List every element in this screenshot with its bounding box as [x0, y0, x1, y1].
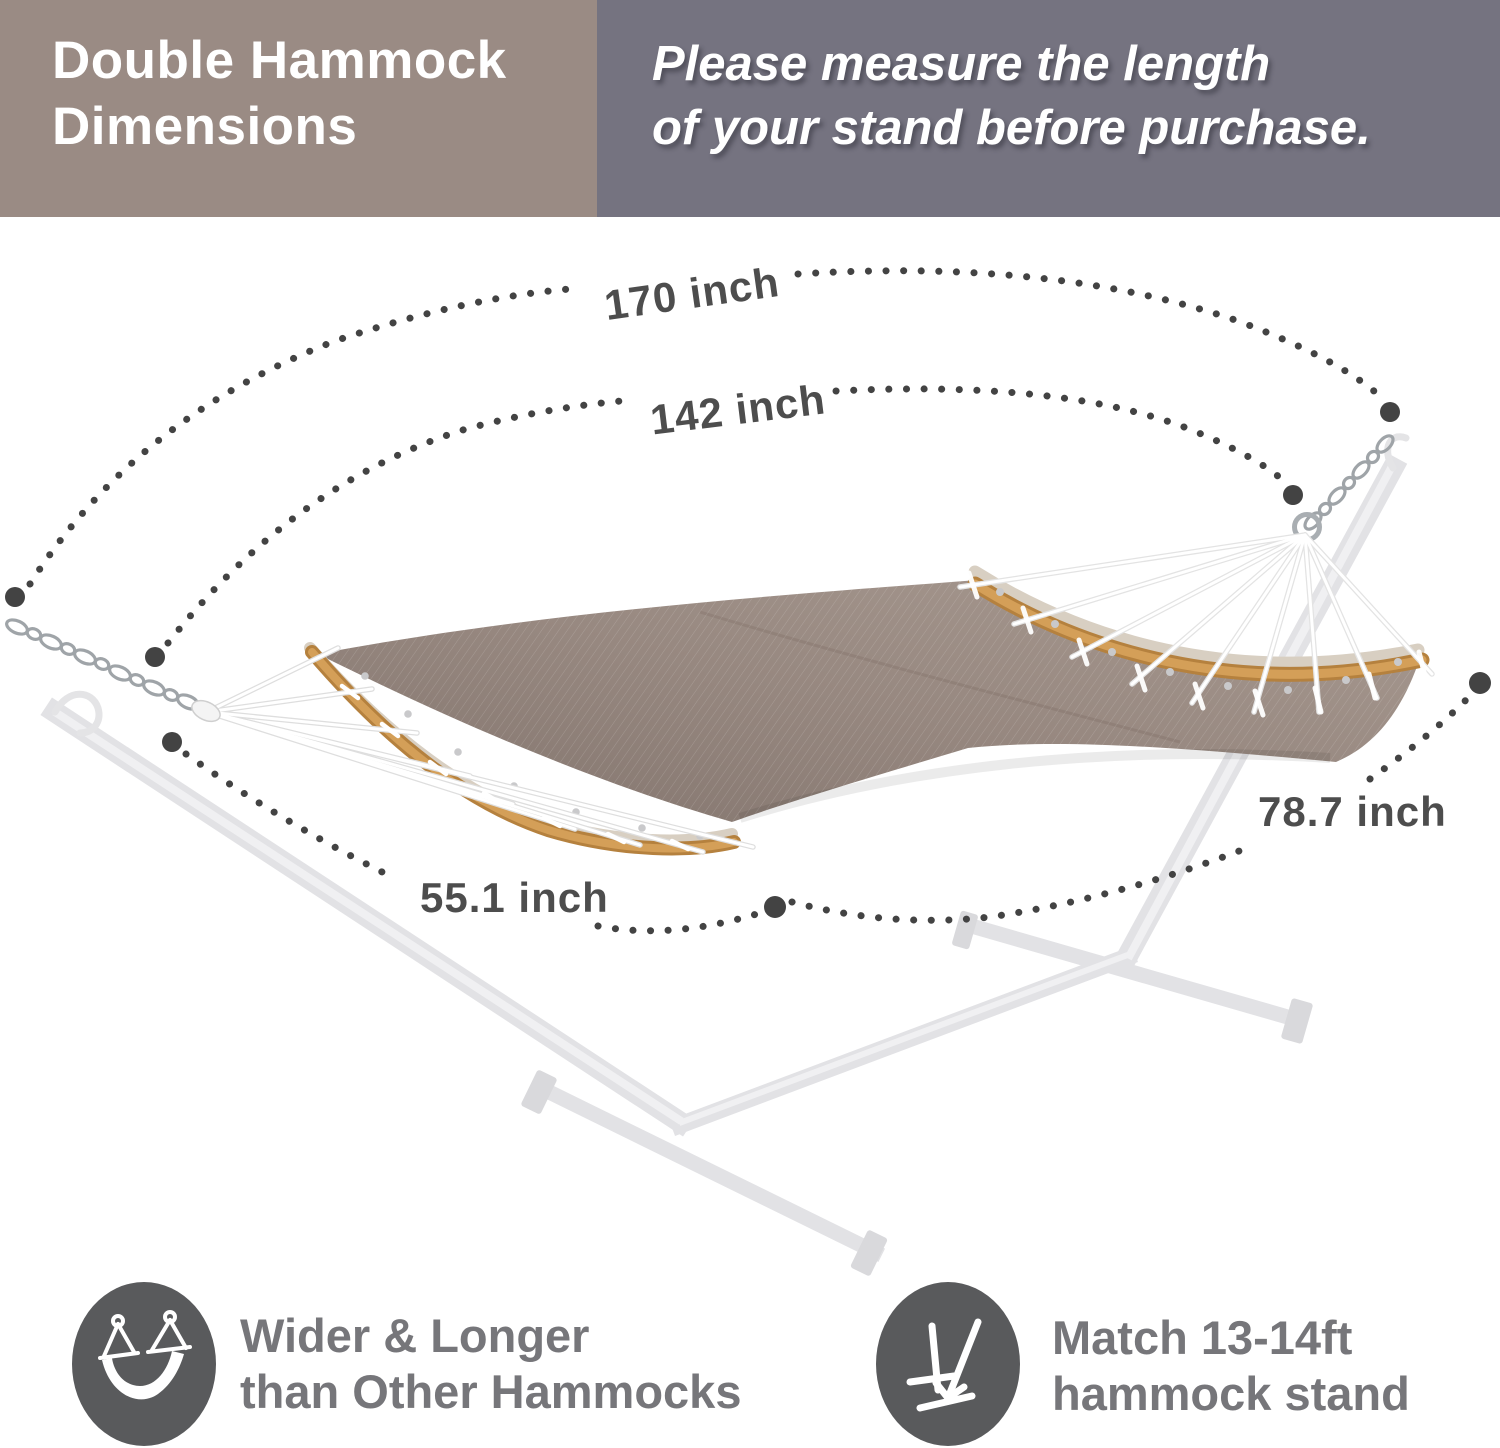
fabric-shade: [738, 749, 1331, 823]
fabric-seam: [699, 610, 1181, 744]
feature-text-size: Wider & Longer than Other Hammocks: [240, 1309, 742, 1418]
left-chain: [5, 618, 212, 716]
stand-left-foot: [534, 1079, 886, 1263]
right-spreader-bar: [967, 565, 1430, 694]
arc-142-right: [832, 385, 1292, 489]
right-bar-grommets: [996, 588, 1402, 694]
rope-knot: [191, 699, 221, 723]
hammock-stand-icon: [906, 1318, 982, 1412]
line-55-right: [594, 909, 764, 935]
left-rope-fan: [204, 645, 756, 855]
dimension-lines: [26, 267, 1472, 935]
header-title-block: Double Hammock Dimensions: [0, 0, 597, 217]
line-78-lower: [788, 842, 1256, 924]
dimension-label-55: 55.1 inch: [420, 874, 609, 921]
dimension-endpoint-dots: [5, 402, 1491, 918]
left-rope-loops: [339, 683, 691, 852]
stand-right-foot: [958, 915, 1308, 1030]
arc-170-left: [26, 284, 586, 588]
dimension-label-78: 78.7 inch: [1258, 788, 1447, 835]
measure-note: Please measure the length of your stand …: [652, 37, 1371, 155]
header-note-block: Please measure the length of your stand …: [597, 0, 1500, 217]
arc-142-left: [164, 396, 636, 647]
page-title: Double Hammock Dimensions: [52, 31, 507, 156]
feature-badge-size: [72, 1282, 216, 1446]
right-rope-fan: [957, 532, 1435, 718]
arc-170-right: [794, 267, 1387, 403]
stand-left-hook-icon: [51, 690, 103, 737]
feature-text-stand: Match 13-14ft hammock stand: [1052, 1311, 1410, 1420]
stand-right-hook-icon: [1384, 433, 1410, 472]
hammock-fabric: [318, 580, 1420, 823]
stand-foot-caps: [521, 910, 1313, 1276]
feature-badge-stand: [876, 1282, 1020, 1446]
hammock-icon: [98, 1310, 192, 1400]
line-78-upper: [1366, 694, 1472, 783]
right-rope-loops: [966, 570, 1428, 718]
hammock-stand: [40, 433, 1410, 1276]
